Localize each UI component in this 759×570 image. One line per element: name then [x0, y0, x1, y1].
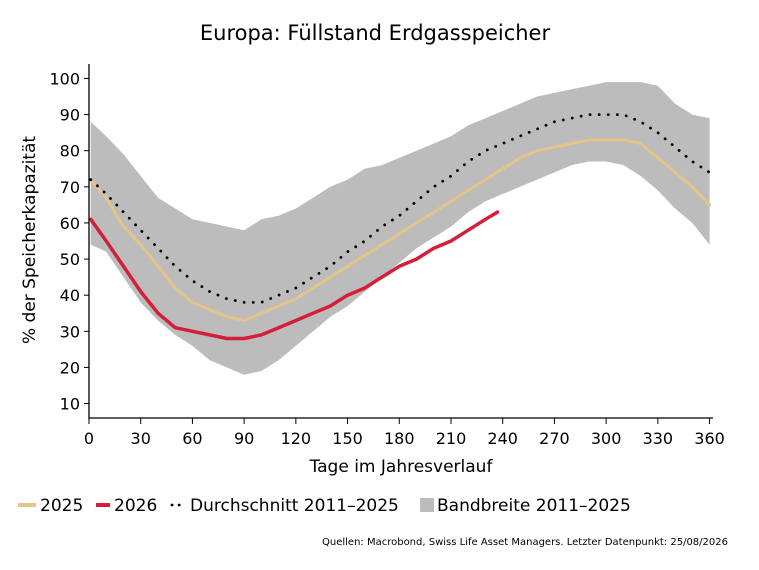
y-tick-label: 50: [60, 250, 80, 269]
series-line-2025: [89, 138, 712, 322]
legend-label-2025: 2025: [40, 496, 83, 516]
x-tick-label: 300: [591, 429, 622, 448]
x-tick-label: 210: [436, 429, 467, 448]
legend-label-average: Durchschnitt 2011–2025: [190, 496, 399, 516]
x-tick-label: 120: [281, 429, 312, 448]
legend: 2025 2026 Durchschnitt 2011–2025 Bandbre…: [18, 496, 631, 516]
x-tick-label: 180: [384, 429, 415, 448]
y-tick-label: 90: [60, 106, 80, 125]
band-area-2011-2025: [90, 82, 710, 375]
x-tick-label: 150: [332, 429, 363, 448]
y-tick-label: 100: [49, 69, 80, 88]
legend-label-2026: 2026: [114, 496, 157, 516]
x-axis-title: Tage im Jahresverlauf: [309, 457, 494, 477]
chart-title: Europa: Füllstand Erdgasspeicher: [200, 21, 551, 45]
x-tick-label: 270: [539, 429, 570, 448]
x-axis: 0 30 60 90 120 150 180 210 240 270 300 330 360: [84, 417, 725, 448]
x-tick-label: 240: [487, 429, 518, 448]
y-axis-title: % der Speicherkapazität: [20, 136, 40, 344]
x-tick-label: 0: [84, 429, 94, 448]
y-tick-label: 20: [60, 358, 80, 377]
y-tick-label: 30: [60, 322, 80, 341]
legend-label-band: Bandbreite 2011–2025: [437, 496, 631, 516]
y-tick-label: 40: [60, 286, 80, 305]
y-tick-label: 60: [60, 214, 80, 233]
series-line-2026: [88, 210, 500, 341]
x-tick-label: 90: [234, 429, 254, 448]
y-tick-label: 10: [60, 395, 80, 414]
source-note: Quellen: Macrobond, Swiss Life Asset Man…: [322, 537, 728, 548]
legend-swatch-band: [420, 498, 434, 512]
x-tick-label: 360: [694, 429, 725, 448]
x-tick-label: 330: [643, 429, 674, 448]
y-tick-label: 80: [60, 142, 80, 161]
y-axis: 10 20 30 40 50 60 70 80 90 100: [49, 64, 90, 419]
x-tick-label: 30: [131, 429, 151, 448]
y-tick-label: 70: [60, 178, 80, 197]
x-tick-label: 60: [182, 429, 202, 448]
plot-area: [88, 82, 712, 375]
series-line-average: [89, 113, 711, 304]
